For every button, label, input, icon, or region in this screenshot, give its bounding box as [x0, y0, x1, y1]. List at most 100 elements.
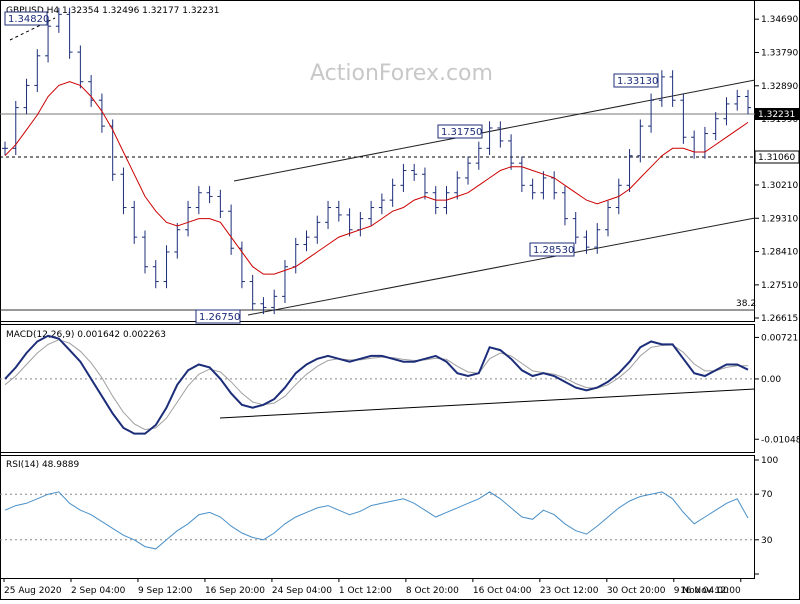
price-bar: [23, 78, 30, 115]
svg-text:1.34820: 1.34820: [8, 14, 49, 25]
watermark: ActionForex.com: [310, 61, 493, 86]
price-tick-label: 1.30210: [761, 181, 798, 191]
main-symbol-line: GBPUSD,H4 1.32354 1.32496 1.32177 1.3223…: [6, 6, 219, 16]
price-bar: [249, 274, 256, 311]
macd-main-line: [4, 334, 749, 435]
label-1-33130: 1.33130: [613, 73, 659, 88]
label-1-34820: 1.34820: [4, 11, 49, 26]
macd-pane[interactable]: MACD(12,26,9) 0.001642 0.002263 0.007213…: [0, 324, 800, 453]
current-price-box: 1.32231: [755, 108, 799, 120]
time-tick-label: 2 Sep 04:00: [71, 586, 126, 596]
dashed-trendline: [9, 17, 56, 41]
macd-trendline[interactable]: [219, 388, 756, 419]
price-bar: [486, 121, 493, 155]
time-tick-label: 9 Nov 04:00: [674, 586, 729, 596]
price-bar: [2, 141, 8, 155]
moving-average-line: [4, 81, 749, 275]
price-bar: [583, 230, 590, 254]
price-bar: [594, 223, 601, 254]
price-bar: [174, 223, 181, 259]
price-axis: 1.34690 1.33790 1.32890 1.31990 1.30210 1.293…: [755, 15, 798, 324]
price-tick-label: 1.27510: [761, 281, 798, 291]
svg-text:1.32231: 1.32231: [758, 110, 795, 120]
macd-pane-border: [0, 324, 755, 453]
price-bar: [508, 134, 515, 170]
fib-label: 38.2: [736, 299, 756, 309]
price-bar: [163, 245, 170, 289]
price-bar: [518, 156, 525, 192]
price-bar: [303, 230, 310, 252]
price-bar: [152, 260, 159, 289]
price-bar: [497, 121, 504, 148]
price-bar: [368, 200, 375, 226]
price-tick-label: 1.28410: [761, 248, 798, 258]
price-bar: [325, 200, 332, 229]
rsi-pane-border: [0, 455, 755, 579]
price-bar: [421, 167, 428, 200]
price-bar: [281, 260, 288, 304]
macd-label: MACD(12,26,9) 0.001642 0.002263: [6, 330, 166, 340]
price-bar: [626, 149, 633, 192]
price-bar: [185, 200, 192, 237]
macd-axis: 0.007213 0.00 -0.01048: [755, 333, 800, 445]
price-bar: [314, 215, 321, 244]
time-tick-label: 16 Sep 20:00: [205, 586, 265, 596]
svg-text:1.28530: 1.28530: [533, 245, 574, 256]
macd-tick-label: 0.00: [761, 375, 781, 385]
price-bar: [637, 119, 644, 163]
price-bar: [475, 141, 482, 170]
price-bar: [540, 171, 547, 200]
price-tick-label: 1.34690: [761, 15, 798, 25]
price-bar: [217, 189, 224, 218]
price-bar: [206, 186, 213, 204]
price-bar: [669, 70, 676, 107]
price-bar: [228, 204, 235, 255]
price-bar: [561, 186, 568, 226]
rsi-pane[interactable]: RSI(14) 48.9889 100 70 30: [0, 455, 778, 579]
price-bar: [378, 193, 385, 215]
price-bar: [98, 93, 105, 133]
rsi-line: [4, 491, 749, 550]
price-bar: [195, 186, 202, 215]
main-pane[interactable]: GBPUSD,H4 1.32354 1.32496 1.32177 1.3223…: [0, 0, 800, 325]
price-bar: [572, 211, 579, 244]
price-bar: [45, 19, 52, 63]
time-tick-label: 16 Nov 12:00: [680, 586, 741, 596]
price-bar: [346, 208, 353, 237]
price-bar: [141, 230, 148, 274]
svg-text:1.33130: 1.33130: [617, 76, 658, 87]
time-tick-label: 9 Sep 12:00: [138, 586, 193, 596]
price-bar: [454, 171, 461, 200]
price-bar: [55, 7, 62, 33]
price-bar: [131, 200, 138, 244]
label-1-28530: 1.28530: [529, 242, 575, 257]
price-bar: [680, 93, 687, 144]
price-bar: [712, 112, 719, 141]
svg-text:1.31750: 1.31750: [441, 127, 482, 138]
time-tick-label: 8 Oct 20:00: [406, 586, 459, 596]
price-bar: [335, 200, 342, 222]
price-tick-label: 1.33790: [761, 48, 798, 58]
macd-tick-label: 0.007213: [761, 333, 800, 343]
price-bar: [745, 89, 751, 115]
time-tick-label: 25 Aug 2020: [4, 586, 62, 596]
price-bar: [465, 156, 472, 185]
price-tick-label: 1.26615: [761, 314, 798, 324]
channel-upper-line[interactable]: [233, 79, 756, 182]
price-tick-label: 1.29310: [761, 214, 798, 224]
price-tick-label: 1.32890: [761, 82, 798, 92]
channel-lower-line[interactable]: [247, 217, 756, 316]
svg-text:1.26750: 1.26750: [199, 312, 240, 323]
time-axis: 25 Aug 2020 2 Sep 04:00 9 Sep 12:00 16 Sep …: [3, 578, 742, 596]
time-tick-label: 24 Sep 04:00: [272, 586, 332, 596]
macd-signal-line: [4, 339, 748, 431]
level-price-box: 1.31060: [754, 150, 800, 164]
price-bar: [605, 200, 612, 237]
rsi-label: RSI(14) 48.9889: [6, 460, 79, 470]
price-bar: [271, 289, 278, 315]
price-bar: [734, 89, 741, 111]
price-bar: [400, 163, 407, 192]
price-bar: [723, 97, 730, 126]
price-bar: [658, 70, 665, 107]
